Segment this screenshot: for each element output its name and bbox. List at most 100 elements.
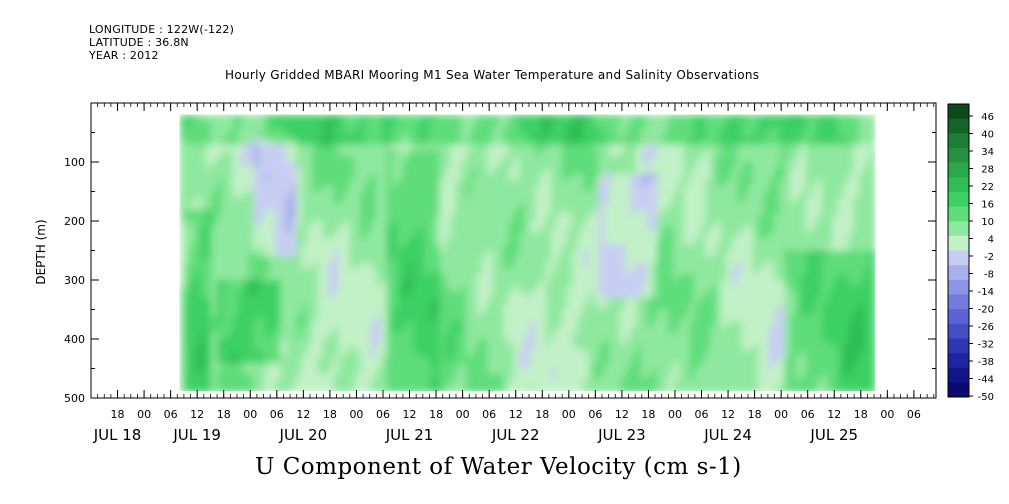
heatmap-cell <box>667 114 674 122</box>
heatmap-cell <box>354 356 361 364</box>
heatmap-cell <box>365 162 372 169</box>
heatmap-cell <box>375 173 382 181</box>
heatmap-cell <box>535 344 542 352</box>
heatmap-cell <box>721 162 727 169</box>
heatmap-cell <box>190 144 196 151</box>
heatmap-cell <box>317 197 324 204</box>
heatmap-cell <box>450 244 457 252</box>
heatmap-cell <box>535 303 542 311</box>
heatmap-cell <box>397 191 403 198</box>
heatmap-cell <box>529 132 536 139</box>
heatmap-cell <box>588 203 595 210</box>
heatmap-cell <box>636 238 642 246</box>
heatmap-cell <box>561 197 568 204</box>
heatmap-cell <box>529 280 536 287</box>
heatmap-cell <box>317 179 324 187</box>
heatmap-cell <box>657 226 664 234</box>
heatmap-cell <box>322 126 329 134</box>
heatmap-cell <box>301 156 308 163</box>
heatmap-cell <box>583 297 589 305</box>
heatmap-cell <box>450 321 457 328</box>
heatmap-cell <box>646 126 653 134</box>
heatmap-cell <box>609 114 616 122</box>
heatmap-cell <box>583 173 589 181</box>
heatmap-cell <box>354 268 361 275</box>
heatmap-cell <box>434 250 441 257</box>
heatmap-cell <box>524 179 531 187</box>
heatmap-cell <box>413 285 419 293</box>
heatmap-cell <box>614 303 621 311</box>
heatmap-cell <box>736 333 743 340</box>
heatmap-cell <box>418 191 425 198</box>
heatmap-cell <box>471 274 478 281</box>
heatmap-cell <box>264 250 271 257</box>
heatmap-cell <box>736 321 743 328</box>
heatmap-cell <box>227 350 234 358</box>
heatmap-cell <box>179 256 186 263</box>
heatmap-cell <box>705 185 711 193</box>
heatmap-cell <box>200 197 207 204</box>
heatmap-cell <box>572 256 579 263</box>
heatmap-cell <box>721 126 727 134</box>
heatmap-cell <box>705 162 711 169</box>
heatmap-cell <box>439 197 446 204</box>
heatmap-cell <box>513 333 520 340</box>
heatmap-cell <box>705 262 711 269</box>
heatmap-cell <box>487 232 494 240</box>
heatmap-cell <box>662 315 669 322</box>
heatmap-cell <box>195 244 202 252</box>
heatmap-cell <box>726 315 733 322</box>
heatmap-cell <box>349 232 356 240</box>
heatmap-cell <box>678 173 685 181</box>
heatmap-cell <box>535 250 542 257</box>
heatmap-cell <box>662 185 669 193</box>
heatmap-cell <box>508 274 515 281</box>
heatmap-cell <box>715 244 722 252</box>
heatmap-cell <box>184 185 191 193</box>
heatmap-cell <box>354 262 361 269</box>
heatmap-cell <box>232 232 239 240</box>
heatmap-cell <box>535 120 542 128</box>
heatmap-cell <box>678 226 685 234</box>
heatmap-cell <box>561 156 568 163</box>
heatmap-cell <box>370 250 377 257</box>
heatmap-cell <box>434 368 441 375</box>
heatmap-cell <box>460 297 467 305</box>
heatmap-cell <box>715 114 722 122</box>
heatmap-cell <box>636 386 642 391</box>
heatmap-cell <box>492 380 499 387</box>
heatmap-cell <box>721 321 727 328</box>
heatmap-cell <box>402 321 409 328</box>
heatmap-cell <box>540 374 547 381</box>
heatmap-cell <box>471 374 478 381</box>
heatmap-cell <box>476 256 483 263</box>
heatmap-cell <box>211 203 218 210</box>
heatmap-cell <box>598 203 605 210</box>
heatmap-cell <box>195 203 202 210</box>
heatmap-cell <box>556 386 563 391</box>
heatmap-cell <box>593 303 600 311</box>
heatmap-cell <box>402 386 409 391</box>
heatmap-cell <box>275 197 281 204</box>
heatmap-cell <box>418 215 425 222</box>
heatmap-cell <box>423 244 430 252</box>
heatmap-cell <box>285 333 292 340</box>
heatmap-cell <box>593 167 600 175</box>
heatmap-cell <box>535 285 542 293</box>
heatmap-cell <box>636 209 642 216</box>
heatmap-cell <box>375 362 382 370</box>
heatmap-cell <box>731 197 738 204</box>
heatmap-cell <box>466 256 473 263</box>
heatmap-cell <box>476 191 483 198</box>
heatmap-cell <box>715 120 722 128</box>
heatmap-cell <box>248 274 255 281</box>
heatmap-cell <box>466 262 473 269</box>
heatmap-cell <box>524 185 531 193</box>
heatmap-cell <box>375 185 382 193</box>
heatmap-cell <box>322 132 329 139</box>
heatmap-cell <box>179 386 186 391</box>
heatmap-cell <box>439 114 446 122</box>
heatmap-cell <box>598 244 605 252</box>
heatmap-cell <box>588 280 595 287</box>
heatmap-cell <box>179 185 186 193</box>
